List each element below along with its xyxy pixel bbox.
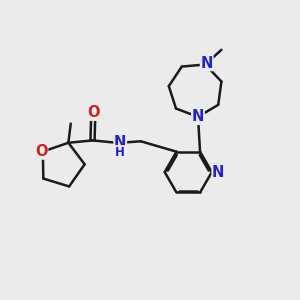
Text: H: H <box>115 146 125 159</box>
Text: N: N <box>114 135 126 150</box>
Text: O: O <box>87 105 99 120</box>
Text: N: N <box>200 56 213 70</box>
Text: N: N <box>212 165 224 180</box>
Text: N: N <box>192 109 204 124</box>
Text: O: O <box>35 144 48 159</box>
